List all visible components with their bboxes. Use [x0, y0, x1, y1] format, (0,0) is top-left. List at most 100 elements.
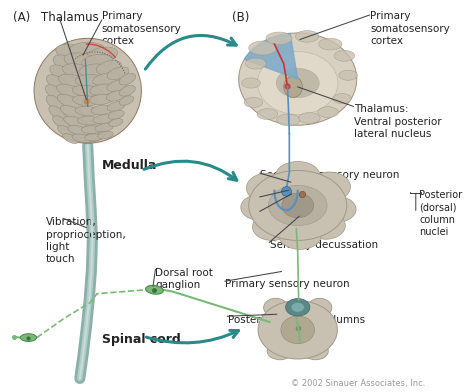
Ellipse shape [267, 343, 293, 360]
Ellipse shape [281, 316, 315, 344]
Ellipse shape [264, 298, 288, 317]
Ellipse shape [73, 85, 100, 96]
Ellipse shape [107, 102, 125, 111]
Ellipse shape [90, 84, 116, 95]
Ellipse shape [333, 94, 351, 103]
Ellipse shape [90, 94, 114, 105]
Ellipse shape [246, 173, 288, 203]
Ellipse shape [63, 134, 78, 143]
Ellipse shape [75, 106, 100, 116]
Ellipse shape [284, 76, 302, 98]
Ellipse shape [319, 196, 356, 222]
Polygon shape [245, 33, 298, 79]
Ellipse shape [106, 91, 126, 101]
Ellipse shape [119, 73, 136, 85]
Ellipse shape [339, 70, 357, 80]
Ellipse shape [96, 60, 121, 74]
Ellipse shape [53, 116, 70, 130]
Ellipse shape [82, 54, 113, 69]
Ellipse shape [266, 32, 292, 45]
Ellipse shape [70, 42, 105, 58]
Ellipse shape [72, 134, 92, 142]
Ellipse shape [257, 109, 278, 120]
Ellipse shape [86, 47, 118, 63]
Text: Gracile nucleus: Gracile nucleus [260, 196, 341, 206]
Ellipse shape [257, 51, 338, 114]
Ellipse shape [282, 193, 314, 218]
Ellipse shape [318, 107, 338, 118]
Ellipse shape [57, 94, 83, 109]
Ellipse shape [334, 50, 355, 61]
Ellipse shape [53, 55, 80, 72]
Ellipse shape [107, 80, 128, 91]
Ellipse shape [107, 67, 129, 80]
Ellipse shape [119, 96, 134, 105]
Ellipse shape [244, 97, 263, 107]
Ellipse shape [286, 299, 310, 316]
Ellipse shape [49, 106, 66, 121]
Ellipse shape [56, 84, 84, 99]
Ellipse shape [253, 213, 292, 240]
Ellipse shape [246, 58, 266, 69]
Ellipse shape [64, 53, 97, 68]
Text: (B): (B) [232, 11, 250, 24]
Ellipse shape [79, 64, 110, 77]
Text: Medulla: Medulla [102, 159, 157, 172]
Ellipse shape [46, 85, 65, 101]
Ellipse shape [64, 116, 87, 128]
Text: Primary
somatosensory
cortex: Primary somatosensory cortex [370, 11, 450, 46]
Ellipse shape [277, 114, 300, 126]
Ellipse shape [306, 212, 346, 239]
Ellipse shape [249, 171, 346, 240]
Ellipse shape [60, 105, 84, 119]
Text: Sensory decussation: Sensory decussation [270, 240, 378, 250]
FancyArrowPatch shape [146, 330, 238, 343]
Ellipse shape [279, 222, 321, 249]
Ellipse shape [119, 85, 136, 96]
Ellipse shape [309, 172, 350, 201]
Text: Thalamus: Thalamus [41, 11, 99, 24]
Ellipse shape [63, 64, 94, 79]
Ellipse shape [91, 105, 113, 114]
Ellipse shape [98, 131, 113, 139]
FancyArrowPatch shape [146, 35, 236, 69]
Ellipse shape [59, 74, 89, 89]
Ellipse shape [109, 119, 123, 127]
Ellipse shape [302, 343, 328, 360]
Ellipse shape [20, 334, 36, 341]
Ellipse shape [93, 73, 120, 85]
Ellipse shape [291, 302, 304, 312]
Ellipse shape [73, 95, 99, 106]
Ellipse shape [241, 194, 278, 220]
Ellipse shape [81, 126, 102, 134]
Text: Cuneate nucleus: Cuneate nucleus [260, 211, 348, 220]
Text: Thalamus:
Ventral posterior
lateral nucleus: Thalamus: Ventral posterior lateral nucl… [354, 104, 441, 139]
Ellipse shape [299, 113, 320, 123]
Ellipse shape [68, 125, 89, 135]
Ellipse shape [75, 74, 105, 87]
Ellipse shape [50, 65, 74, 82]
Text: © 2002 Sinauer Associates, Inc.: © 2002 Sinauer Associates, Inc. [291, 379, 425, 388]
Ellipse shape [70, 121, 105, 142]
FancyArrowPatch shape [144, 161, 237, 180]
Ellipse shape [84, 134, 103, 141]
Ellipse shape [239, 33, 357, 125]
Ellipse shape [295, 31, 319, 42]
Text: Posterior
(dorsal)
column
nuclei: Posterior (dorsal) column nuclei [419, 190, 462, 237]
Ellipse shape [275, 162, 320, 191]
Ellipse shape [57, 125, 74, 137]
Ellipse shape [308, 298, 332, 317]
Text: Secondary sensory neuron: Secondary sensory neuron [260, 171, 400, 180]
Ellipse shape [268, 185, 327, 225]
Ellipse shape [258, 301, 337, 359]
Ellipse shape [46, 95, 64, 111]
Text: (A): (A) [13, 11, 30, 24]
Ellipse shape [46, 75, 68, 91]
Ellipse shape [108, 111, 124, 119]
Ellipse shape [77, 116, 101, 125]
Ellipse shape [319, 38, 342, 50]
Text: Primary sensory neuron: Primary sensory neuron [226, 279, 350, 289]
Ellipse shape [56, 44, 91, 64]
Text: Vibration,
proprioception,
light
touch: Vibration, proprioception, light touch [46, 217, 126, 264]
Text: Primary
somatosensory
cortex: Primary somatosensory cortex [102, 11, 182, 46]
